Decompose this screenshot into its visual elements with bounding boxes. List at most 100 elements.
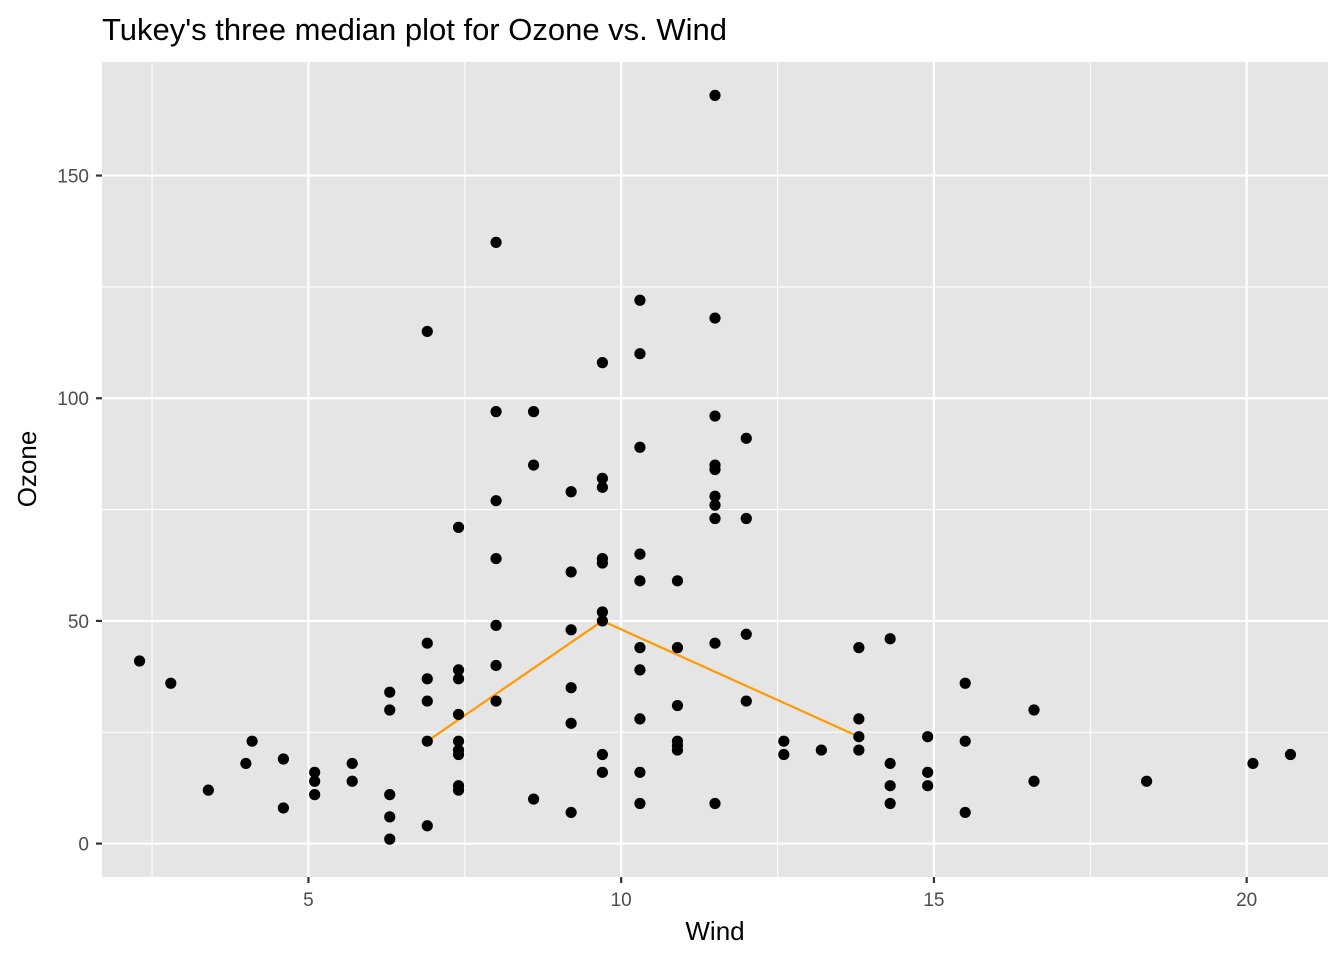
data-point (384, 704, 396, 716)
data-point (452, 673, 465, 685)
data-point (565, 682, 577, 694)
y-tick-label: 100 (57, 389, 89, 410)
data-point (421, 673, 433, 685)
data-point (490, 619, 502, 631)
data-point (596, 472, 609, 485)
data-point (1028, 775, 1040, 787)
data-point (309, 775, 321, 787)
tick-labels: 5 10 15 20 0 50 100 150 (57, 167, 1257, 911)
y-tick-label: 50 (68, 612, 89, 633)
y-axis-title: Ozone (12, 431, 42, 508)
data-point (490, 495, 502, 507)
data-point (740, 512, 752, 525)
data-point (671, 699, 684, 712)
data-point (959, 735, 971, 747)
data-point (634, 548, 646, 560)
data-point (922, 766, 934, 778)
data-point (490, 236, 502, 248)
data-point (490, 659, 502, 672)
data-point (709, 312, 721, 324)
data-point (565, 624, 577, 636)
data-point (740, 695, 752, 707)
data-point (421, 325, 433, 338)
data-point (671, 642, 684, 654)
data-point (959, 677, 971, 689)
y-tick-label: 0 (78, 835, 89, 856)
data-point (634, 294, 646, 306)
data-point (452, 735, 465, 747)
data-point (384, 833, 396, 845)
x-tick-label: 10 (611, 890, 632, 911)
data-point (246, 735, 258, 747)
data-point (596, 606, 609, 618)
data-point (634, 348, 646, 360)
data-point (709, 410, 721, 422)
data-point (565, 717, 577, 729)
data-point (596, 748, 609, 761)
data-point (959, 806, 971, 819)
x-axis-title: Wind (685, 916, 744, 946)
data-point (922, 731, 934, 743)
data-point (634, 664, 646, 676)
data-point (778, 735, 790, 747)
data-point (309, 766, 321, 778)
data-point (1284, 748, 1297, 761)
chart-title: Tukey's three median plot for Ozone vs. … (102, 12, 727, 47)
data-point (452, 521, 465, 533)
data-point (490, 552, 502, 565)
data-point (671, 744, 684, 756)
data-point (884, 780, 896, 792)
data-point (740, 432, 752, 444)
data-point (709, 499, 721, 511)
data-point (452, 664, 465, 676)
data-point (452, 784, 465, 796)
data-point (384, 686, 396, 698)
data-point (634, 797, 646, 810)
data-point (240, 757, 252, 770)
data-point (421, 820, 433, 832)
data-point (346, 775, 358, 787)
data-point (565, 566, 577, 578)
data-point (634, 575, 646, 587)
data-point (634, 713, 646, 725)
x-tick-label: 5 (303, 890, 314, 911)
data-point (853, 713, 865, 725)
data-point (709, 89, 721, 102)
data-point (565, 806, 577, 819)
data-point (421, 695, 433, 707)
data-point (452, 708, 465, 721)
data-point (346, 757, 358, 770)
data-point (490, 406, 502, 418)
data-point (709, 512, 721, 525)
data-point (884, 797, 896, 810)
data-point (452, 748, 465, 761)
major-gridlines (102, 62, 1328, 877)
data-point (1247, 757, 1259, 770)
axis-ticks (96, 174, 1248, 883)
data-point (1028, 704, 1040, 716)
data-point (528, 459, 540, 471)
data-point (384, 811, 396, 823)
data-point (634, 642, 646, 654)
data-point (133, 655, 146, 667)
data-point (709, 797, 721, 810)
data-point (596, 766, 609, 778)
data-point (634, 766, 646, 778)
y-tick-label: 150 (57, 167, 89, 188)
data-point (778, 748, 790, 761)
data-point (1141, 775, 1153, 787)
data-point (596, 357, 609, 369)
data-point (528, 793, 540, 805)
data-point (709, 490, 721, 502)
data-point (490, 695, 502, 707)
data-point (277, 753, 289, 765)
data-point (202, 784, 214, 796)
data-point (740, 628, 752, 640)
data-point (853, 642, 865, 654)
data-point (853, 744, 865, 756)
data-point (277, 802, 289, 814)
data-point (884, 633, 896, 645)
x-tick-label: 20 (1236, 890, 1257, 911)
data-point (528, 406, 540, 418)
